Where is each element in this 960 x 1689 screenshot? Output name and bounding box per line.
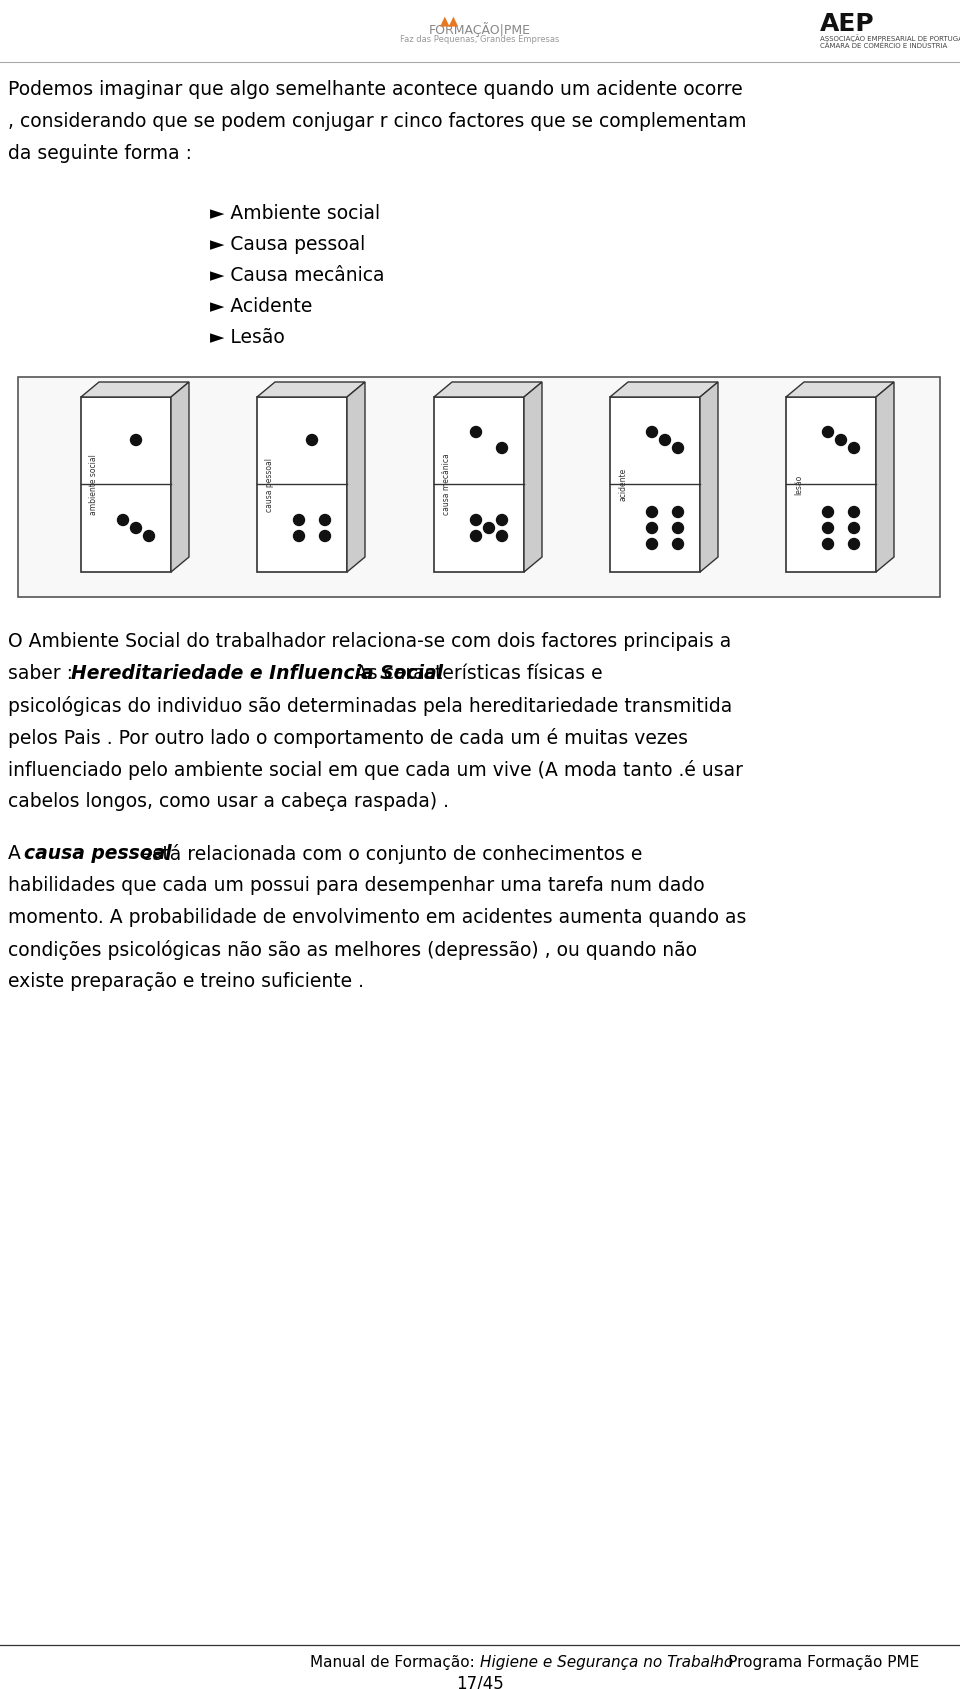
Polygon shape (347, 382, 365, 573)
Circle shape (131, 434, 141, 446)
Circle shape (849, 507, 859, 517)
Text: causa pessoal: causa pessoal (265, 458, 274, 512)
Text: habilidades que cada um possui para desempenhar uma tarefa num dado: habilidades que cada um possui para dese… (8, 877, 705, 895)
Polygon shape (257, 397, 347, 573)
Text: influenciado pelo ambiente social em que cada um vive (A moda tanto .é usar: influenciado pelo ambiente social em que… (8, 760, 743, 780)
Circle shape (646, 427, 658, 437)
Text: condições psicológicas não são as melhores (depressão) , ou quando não: condições psicológicas não são as melhor… (8, 941, 697, 959)
Text: ► Causa mecânica: ► Causa mecânica (210, 265, 385, 285)
Text: causa mecânica: causa mecânica (442, 454, 451, 515)
Circle shape (320, 530, 330, 542)
Circle shape (673, 443, 684, 454)
Text: 17/45: 17/45 (456, 1675, 504, 1689)
Circle shape (849, 522, 859, 534)
Polygon shape (876, 382, 894, 573)
Text: está relacionada com o conjunto de conhecimentos e: está relacionada com o conjunto de conhe… (135, 844, 642, 865)
Circle shape (823, 427, 833, 437)
Circle shape (306, 434, 318, 446)
Text: Higiene e Segurança no Trabalho: Higiene e Segurança no Trabalho (480, 1655, 733, 1670)
Circle shape (673, 522, 684, 534)
Circle shape (660, 434, 670, 446)
Text: ASSOCIAÇÃO EMPRESARIAL DE PORTUGAL: ASSOCIAÇÃO EMPRESARIAL DE PORTUGAL (820, 34, 960, 42)
Text: ► Ambiente social: ► Ambiente social (210, 204, 380, 223)
Polygon shape (434, 397, 524, 573)
Polygon shape (171, 382, 189, 573)
Text: CÂMARA DE COMÉRCIO E INDÚSTRIA: CÂMARA DE COMÉRCIO E INDÚSTRIA (820, 42, 948, 49)
Circle shape (320, 515, 330, 525)
Text: Manual de Formação:: Manual de Formação: (310, 1655, 480, 1670)
Polygon shape (524, 382, 542, 573)
Polygon shape (786, 382, 894, 397)
Text: ► Lesão: ► Lesão (210, 328, 285, 346)
Circle shape (143, 530, 155, 542)
Polygon shape (786, 397, 876, 573)
Text: pelos Pais . Por outro lado o comportamento de cada um é muitas vezes: pelos Pais . Por outro lado o comportame… (8, 728, 688, 748)
Circle shape (470, 515, 482, 525)
Circle shape (835, 434, 847, 446)
Text: AEP: AEP (820, 12, 875, 35)
Circle shape (823, 522, 833, 534)
Text: Hereditariedade e Influencia Social: Hereditariedade e Influencia Social (71, 664, 443, 682)
Text: momento. A probabilidade de envolvimento em acidentes aumenta quando as: momento. A probabilidade de envolvimento… (8, 909, 746, 927)
Text: lesão: lesão (794, 475, 803, 495)
Text: psicológicas do individuo são determinadas pela hereditariedade transmitida: psicológicas do individuo são determinad… (8, 696, 732, 716)
Circle shape (470, 530, 482, 542)
Text: existe preparação e treino suficiente .: existe preparação e treino suficiente . (8, 971, 364, 991)
Circle shape (496, 515, 508, 525)
Circle shape (646, 539, 658, 549)
Circle shape (470, 427, 482, 437)
Text: acidente: acidente (618, 468, 627, 502)
Circle shape (294, 515, 304, 525)
Text: causa pessoal: causa pessoal (24, 844, 172, 863)
Circle shape (484, 522, 494, 534)
Polygon shape (610, 397, 700, 573)
Text: cabelos longos, como usar a cabeça raspada) .: cabelos longos, como usar a cabeça raspa… (8, 792, 449, 811)
Circle shape (496, 530, 508, 542)
Text: .As características físicas e: .As características físicas e (343, 664, 603, 682)
Polygon shape (700, 382, 718, 573)
Circle shape (823, 507, 833, 517)
Circle shape (294, 530, 304, 542)
Text: ► Acidente: ► Acidente (210, 297, 312, 316)
Text: FORMAÇÃO|PME: FORMAÇÃO|PME (429, 22, 531, 37)
Text: O Ambiente Social do trabalhador relaciona-se com dois factores principais a: O Ambiente Social do trabalhador relacio… (8, 632, 732, 650)
Circle shape (496, 443, 508, 454)
Circle shape (849, 539, 859, 549)
Bar (18, 377, 940, 596)
Circle shape (849, 443, 859, 454)
Text: saber :: saber : (8, 664, 79, 682)
Circle shape (673, 507, 684, 517)
Text: -  Programa Formação PME: - Programa Formação PME (708, 1655, 920, 1670)
Circle shape (131, 522, 141, 534)
Polygon shape (81, 397, 171, 573)
Text: Podemos imaginar que algo semelhante acontece quando um acidente ocorre: Podemos imaginar que algo semelhante aco… (8, 79, 743, 100)
Text: A: A (8, 844, 27, 863)
Text: ► Causa pessoal: ► Causa pessoal (210, 235, 365, 253)
Circle shape (646, 507, 658, 517)
Circle shape (823, 539, 833, 549)
Polygon shape (610, 382, 718, 397)
Polygon shape (434, 382, 542, 397)
Text: da seguinte forma :: da seguinte forma : (8, 144, 192, 164)
Polygon shape (257, 382, 365, 397)
Circle shape (646, 522, 658, 534)
Circle shape (117, 515, 129, 525)
Polygon shape (81, 382, 189, 397)
Text: Faz das Pequenas, Grandes Empresas: Faz das Pequenas, Grandes Empresas (400, 35, 560, 44)
Circle shape (673, 539, 684, 549)
Text: ▲▲: ▲▲ (441, 14, 460, 27)
Text: ambiente social: ambiente social (89, 454, 98, 515)
Text: , considerando que se podem conjugar r cinco factores que se complementam: , considerando que se podem conjugar r c… (8, 111, 747, 132)
